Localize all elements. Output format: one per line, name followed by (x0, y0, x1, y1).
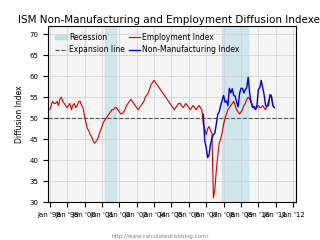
Bar (222, 26, 248, 202)
Bar (105, 26, 116, 202)
Text: http://www.calculatedriskblog.com/: http://www.calculatedriskblog.com/ (111, 234, 209, 239)
Title: ISM Non-Manufacturing and Employment Diffusion Indexes: ISM Non-Manufacturing and Employment Dif… (19, 15, 320, 25)
Y-axis label: Diffusion Index: Diffusion Index (15, 85, 24, 143)
Legend: Recession, Expansion line, Employment Index, Non-Manufacturing Index: Recession, Expansion line, Employment In… (52, 30, 243, 58)
